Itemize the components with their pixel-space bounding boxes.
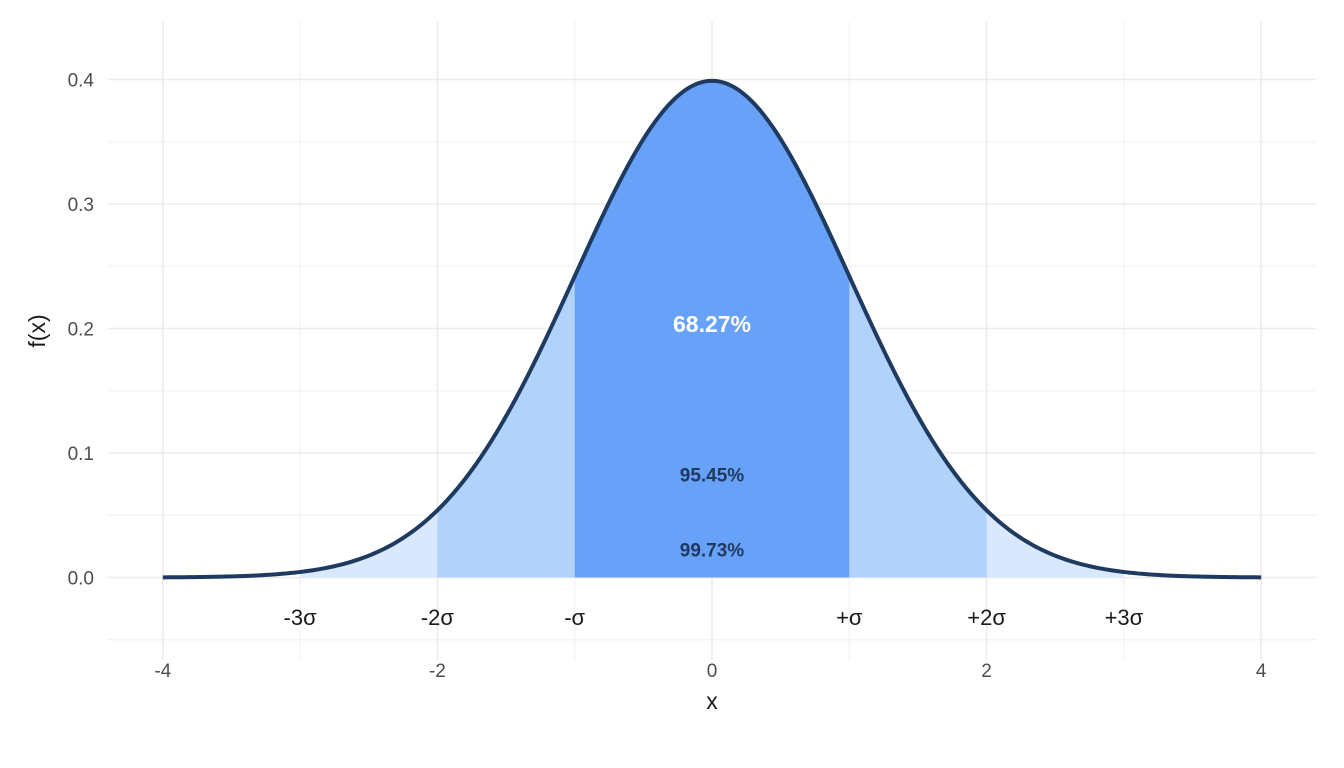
y-tick-label: 0.3 bbox=[68, 195, 94, 216]
sigma-label: -σ bbox=[564, 605, 585, 630]
y-tick-label: 0.4 bbox=[68, 71, 95, 92]
sigma-labels: -3σ -2σ -σ +σ +2σ +3σ bbox=[284, 605, 1144, 630]
y-axis-title: f(x) bbox=[24, 314, 50, 347]
density-curve-group bbox=[162, 78, 1262, 580]
sigma-label: +σ bbox=[836, 605, 863, 630]
percentage-annotations: 68.27% 95.45% 99.73% bbox=[673, 311, 751, 561]
shaded-bands bbox=[300, 80, 1124, 578]
sigma-label: -3σ bbox=[284, 605, 318, 630]
sigma-label: -2σ bbox=[421, 605, 455, 630]
y-tick-label: 0.2 bbox=[68, 320, 94, 341]
sigma-label: +3σ bbox=[1105, 605, 1144, 630]
x-tick-label: -4 bbox=[154, 661, 171, 682]
y-axis-ticks: 0.0 0.1 0.2 0.3 0.4 bbox=[68, 71, 95, 590]
x-tick-label: -2 bbox=[429, 661, 446, 682]
y-tick-label: 0.1 bbox=[68, 444, 94, 465]
x-tick-label: 4 bbox=[1256, 661, 1267, 682]
band-1sigma bbox=[574, 80, 850, 578]
y-tick-label: 0.0 bbox=[68, 569, 94, 590]
x-tick-label: 0 bbox=[707, 661, 718, 682]
x-axis-title: x bbox=[706, 688, 718, 714]
annotation-9545: 95.45% bbox=[680, 466, 745, 487]
annotation-9973: 99.73% bbox=[680, 540, 745, 561]
x-axis-ticks: -4 -2 0 2 4 bbox=[154, 661, 1267, 682]
density-curve bbox=[162, 78, 1262, 580]
x-tick-label: 2 bbox=[981, 661, 992, 682]
sigma-label: +2σ bbox=[967, 605, 1006, 630]
annotation-6827: 68.27% bbox=[673, 311, 751, 337]
